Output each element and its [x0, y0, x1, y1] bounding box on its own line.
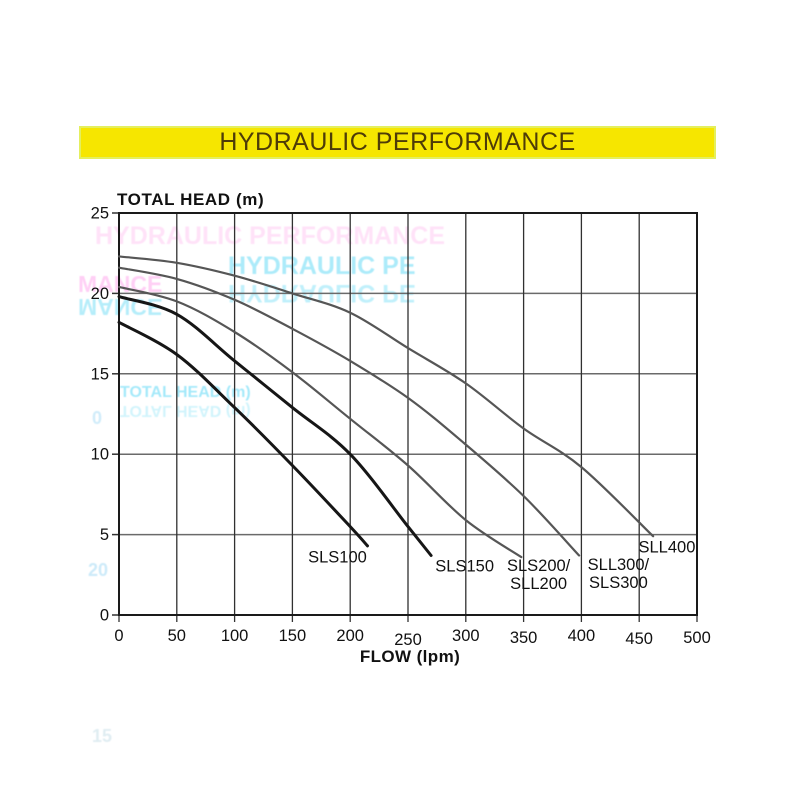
x-axis-title: FLOW (lpm)	[360, 647, 460, 666]
x-tick-label-150: 150	[279, 627, 307, 645]
y-tick-label-5: 5	[100, 526, 109, 544]
curve-label-SLS200-SLL200: SLS200/	[507, 557, 571, 575]
curve-label-SLL400: SLL400	[638, 538, 695, 556]
curve-SLL300-SLS300	[117, 266, 581, 557]
curve-SLL400	[117, 255, 655, 538]
x-tick-label-100: 100	[221, 627, 249, 645]
y-tick-label-10: 10	[91, 446, 109, 464]
curve-SLS100	[117, 320, 369, 548]
x-tick-label-200: 200	[336, 627, 364, 645]
title-banner: HYDRAULIC PERFORMANCE	[79, 126, 716, 159]
x-tick-label-350: 350	[510, 629, 538, 647]
curve-label-SLL300-SLS300: SLL300/	[588, 556, 650, 574]
x-tick-label-50: 50	[168, 627, 186, 645]
x-tick-label-300: 300	[452, 627, 480, 645]
curve-label-SLL300-SLS300: SLS300	[589, 574, 648, 592]
x-tick-label-0: 0	[114, 627, 123, 645]
curve-label-SLS150: SLS150	[435, 558, 494, 576]
y-tick-label-25: 25	[91, 205, 109, 223]
curve-label-SLS100: SLS100	[308, 549, 367, 567]
y-axis-title: TOTAL HEAD (m)	[117, 190, 264, 209]
y-tick-label-15: 15	[91, 365, 109, 383]
x-tick-label-450: 450	[625, 630, 653, 648]
x-tick-label-500: 500	[683, 629, 711, 647]
y-tick-label-0: 0	[100, 607, 109, 625]
curve-SLS150	[117, 295, 433, 557]
x-tick-label-400: 400	[568, 627, 596, 645]
x-tick-label-250: 250	[394, 631, 422, 649]
curve-SLS200-SLL200	[117, 285, 523, 559]
banner-title-text: HYDRAULIC PERFORMANCE	[219, 128, 576, 156]
plot-border	[118, 212, 698, 616]
curve-label-SLS200-SLL200: SLL200	[510, 575, 567, 593]
y-tick-label-20: 20	[91, 285, 109, 303]
